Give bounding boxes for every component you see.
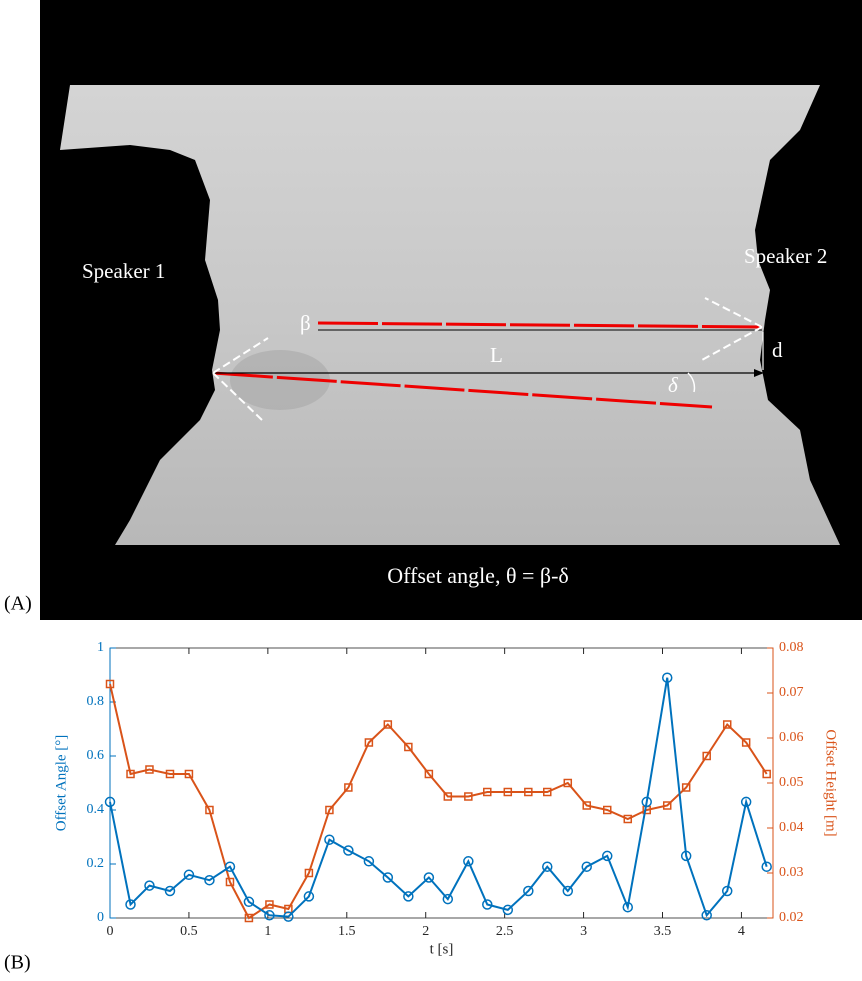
y-tick-label: 0 bbox=[97, 910, 104, 925]
delta-label: δ bbox=[668, 373, 679, 397]
series-line bbox=[110, 678, 767, 917]
y-tick-label: 0.4 bbox=[87, 802, 105, 817]
d-label: d bbox=[772, 338, 783, 362]
y-tick-label: 0.2 bbox=[87, 856, 105, 871]
photo-panel: Speaker 1 Speaker 2 β L d δ Offset angle… bbox=[40, 0, 862, 620]
y-axis-label: Offset Angle [°] bbox=[53, 735, 69, 832]
y2-tick-label: 0.08 bbox=[779, 640, 804, 655]
chart: 0 0.5 1 1.5 2 2.5 3 3.5 4 0 0.2 0.4 0.6 0.8 1 0.02 0.03 0… bbox=[53, 640, 838, 957]
y2-tick-label: 0.02 bbox=[779, 910, 804, 925]
speaker-label: Speaker 1 bbox=[82, 259, 165, 283]
beta-label: β bbox=[300, 311, 311, 335]
y2-tick-label: 0.05 bbox=[779, 775, 804, 790]
x-tick-label: 0 bbox=[107, 924, 114, 939]
y2-tick-label: 0.06 bbox=[779, 730, 804, 745]
x-tick-label: 1.5 bbox=[338, 924, 356, 939]
x-tick-label: 3.5 bbox=[654, 924, 672, 939]
x-tick-label: 0.5 bbox=[180, 924, 198, 939]
caption: Offset angle, θ = β-δ bbox=[387, 563, 569, 588]
x-tick-label: 1 bbox=[264, 924, 271, 939]
x-tick-label: 2.5 bbox=[496, 924, 514, 939]
plot-frame bbox=[110, 648, 773, 918]
panel-label: (B) bbox=[4, 952, 31, 974]
x-tick-label: 2 bbox=[422, 924, 429, 939]
y2-axis-label: Offset Height [m] bbox=[823, 729, 839, 836]
figure: Speaker 1 Speaker 2 β L d δ Offset angle… bbox=[0, 0, 862, 976]
x-axis-label: t [s] bbox=[430, 941, 454, 957]
y-tick-label: 0.8 bbox=[87, 694, 105, 709]
y-tick-label: 1 bbox=[97, 640, 104, 655]
y2-tick-label: 0.04 bbox=[779, 820, 804, 835]
length-label: L bbox=[490, 343, 503, 367]
x-tick-label: 3 bbox=[580, 924, 587, 939]
speaker-label: Speaker 2 bbox=[744, 244, 827, 268]
y2-tick-label: 0.03 bbox=[779, 865, 804, 880]
series-line bbox=[110, 684, 767, 918]
panel-label: (A) bbox=[4, 593, 32, 615]
y2-tick-label: 0.07 bbox=[779, 685, 804, 700]
y-tick-label: 0.6 bbox=[87, 748, 105, 763]
x-tick-label: 4 bbox=[738, 924, 745, 939]
